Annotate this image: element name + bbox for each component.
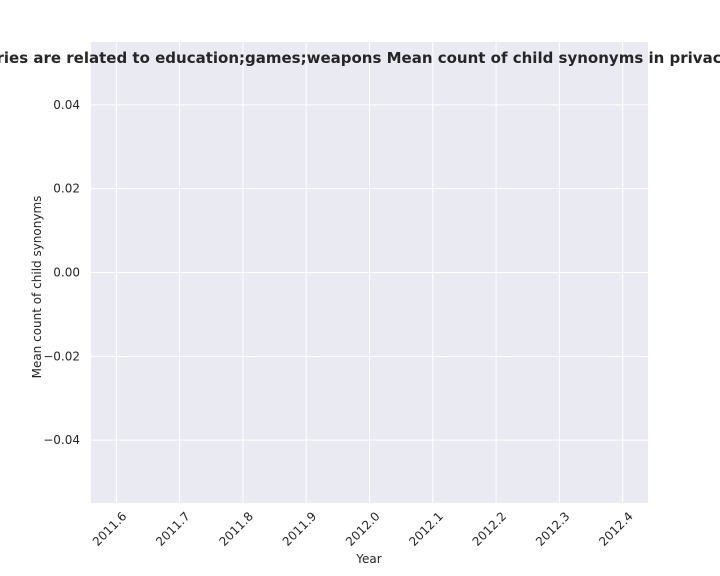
y-tick-label: −0.02: [43, 349, 80, 363]
x-axis-label: Year: [355, 552, 381, 566]
x-tick-label: 2011.8: [216, 509, 256, 549]
y-tick-labels: 0.04 0.02 0.00 −0.02 −0.04: [43, 98, 80, 447]
chart-title: Categories are related to education;game…: [0, 49, 720, 67]
y-tick-label: −0.04: [43, 433, 80, 447]
x-tick-label: 2012.4: [596, 509, 636, 549]
y-axis-label: Mean count of child synonyms: [30, 196, 44, 379]
y-tick-label: 0.00: [53, 266, 80, 280]
x-tick-label: 2011.6: [90, 509, 130, 549]
x-tick-label: 2011.9: [280, 509, 320, 549]
y-gridlines: [91, 104, 648, 441]
y-tick-label: 0.02: [53, 182, 80, 196]
x-tick-label: 2012.3: [533, 509, 573, 549]
x-tick-labels: 2011.6 2011.7 2011.8 2011.9 2012.0 2012.1 2012…: [90, 509, 636, 549]
y-tick-label: 0.04: [53, 98, 80, 112]
x-tick-label: 2012.2: [470, 509, 510, 549]
x-tick-label: 2011.7: [153, 509, 193, 549]
x-tick-label: 2012.1: [406, 509, 446, 549]
x-tick-label: 2012.0: [343, 509, 383, 549]
